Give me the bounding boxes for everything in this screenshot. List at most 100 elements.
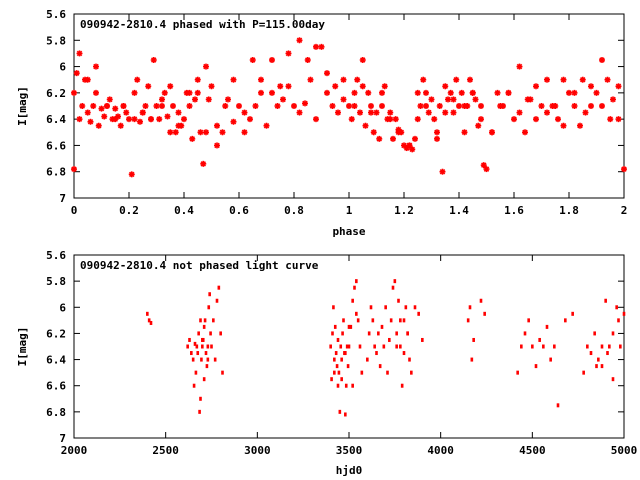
- data-point: [365, 89, 372, 96]
- data-point: [192, 383, 196, 388]
- data-point: [341, 331, 344, 336]
- data-point: [607, 116, 614, 123]
- data-point: [123, 109, 130, 116]
- y-tick-label: 6.8: [46, 166, 66, 179]
- data-point: [368, 109, 374, 116]
- data-point: [357, 109, 363, 116]
- data-point: [186, 344, 189, 349]
- data-point: [442, 109, 449, 116]
- data-point: [193, 341, 197, 346]
- data-point: [360, 370, 364, 375]
- y-tick-label: 5.6: [46, 8, 66, 21]
- data-point: [610, 96, 616, 103]
- data-point: [164, 113, 171, 120]
- x-axis-ticks: 0 0.2 0.4 0.6 0.8 1 1.2 1.4 1.6 1.8 2: [71, 14, 628, 217]
- data-point: [428, 96, 435, 103]
- data-point: [342, 318, 345, 323]
- data-point: [549, 357, 552, 362]
- data-point: [564, 318, 567, 323]
- data-point: [456, 103, 462, 109]
- data-point: [425, 109, 432, 116]
- data-point: [608, 344, 611, 349]
- data-point: [156, 116, 163, 123]
- x-tick-label: 0.8: [284, 204, 304, 217]
- data-point: [622, 311, 626, 316]
- data-point: [434, 129, 440, 136]
- data-point: [370, 129, 377, 136]
- data-point: [329, 344, 332, 349]
- data-point: [577, 122, 583, 129]
- data-point: [104, 103, 110, 109]
- data-point: [445, 96, 451, 103]
- data-point: [611, 331, 615, 336]
- data-point: [188, 337, 191, 342]
- data-point: [247, 116, 253, 123]
- data-point: [161, 89, 168, 96]
- data-point: [206, 357, 210, 362]
- data-points: [146, 279, 626, 417]
- data-point: [442, 83, 449, 90]
- data-point: [194, 370, 198, 375]
- data-point: [71, 89, 77, 96]
- data-point: [73, 70, 80, 77]
- data-point: [194, 89, 201, 96]
- data-point: [516, 109, 523, 116]
- data-point: [516, 63, 523, 70]
- y-axis-label: I[mag]: [16, 86, 29, 126]
- x-tick-label: 1.4: [449, 204, 469, 217]
- data-point: [355, 311, 358, 316]
- data-point: [345, 344, 349, 349]
- y-tick-label: 5.8: [46, 34, 66, 47]
- data-point: [582, 370, 585, 375]
- data-point: [200, 357, 203, 362]
- y-tick-label: 6.4: [46, 354, 66, 367]
- data-point: [112, 105, 119, 112]
- data-point: [203, 63, 209, 70]
- data-point: [582, 109, 589, 116]
- data-point: [369, 305, 373, 310]
- data-point: [191, 357, 195, 362]
- data-point: [399, 344, 402, 349]
- data-point: [202, 377, 206, 382]
- data-point: [615, 83, 622, 90]
- data-point: [336, 337, 340, 342]
- data-point: [409, 146, 416, 153]
- data-point: [93, 89, 99, 96]
- x-tick-label: 2: [621, 204, 628, 217]
- y-tick-label: 6.2: [46, 87, 66, 100]
- y-tick-label: 7: [59, 432, 66, 445]
- data-point: [483, 311, 486, 316]
- x-tick-label: 4000: [427, 444, 454, 457]
- data-point: [313, 116, 319, 123]
- data-point: [475, 122, 482, 129]
- data-point: [359, 83, 366, 90]
- y-tick-label: 6.4: [46, 113, 66, 126]
- data-point: [420, 76, 427, 83]
- data-point: [371, 318, 375, 323]
- data-point: [170, 103, 176, 109]
- data-point: [186, 103, 193, 109]
- data-point: [131, 89, 138, 96]
- data-point: [263, 122, 270, 129]
- data-point: [458, 89, 465, 96]
- data-point: [382, 344, 386, 349]
- data-point: [167, 129, 174, 136]
- data-point: [329, 103, 336, 109]
- data-point: [377, 331, 380, 336]
- data-point: [387, 116, 394, 123]
- data-point: [358, 344, 362, 349]
- data-point: [467, 76, 473, 83]
- data-point: [597, 357, 600, 362]
- data-point: [120, 103, 127, 109]
- data-point: [190, 351, 193, 356]
- data-point: [346, 103, 352, 109]
- data-point: [349, 324, 353, 329]
- x-tick-label: 3500: [336, 444, 363, 457]
- data-point: [149, 320, 153, 325]
- data-point: [147, 318, 151, 323]
- data-point: [390, 135, 396, 142]
- data-point: [379, 103, 385, 109]
- data-point: [291, 103, 297, 109]
- data-point: [139, 109, 146, 116]
- data-point: [472, 337, 475, 342]
